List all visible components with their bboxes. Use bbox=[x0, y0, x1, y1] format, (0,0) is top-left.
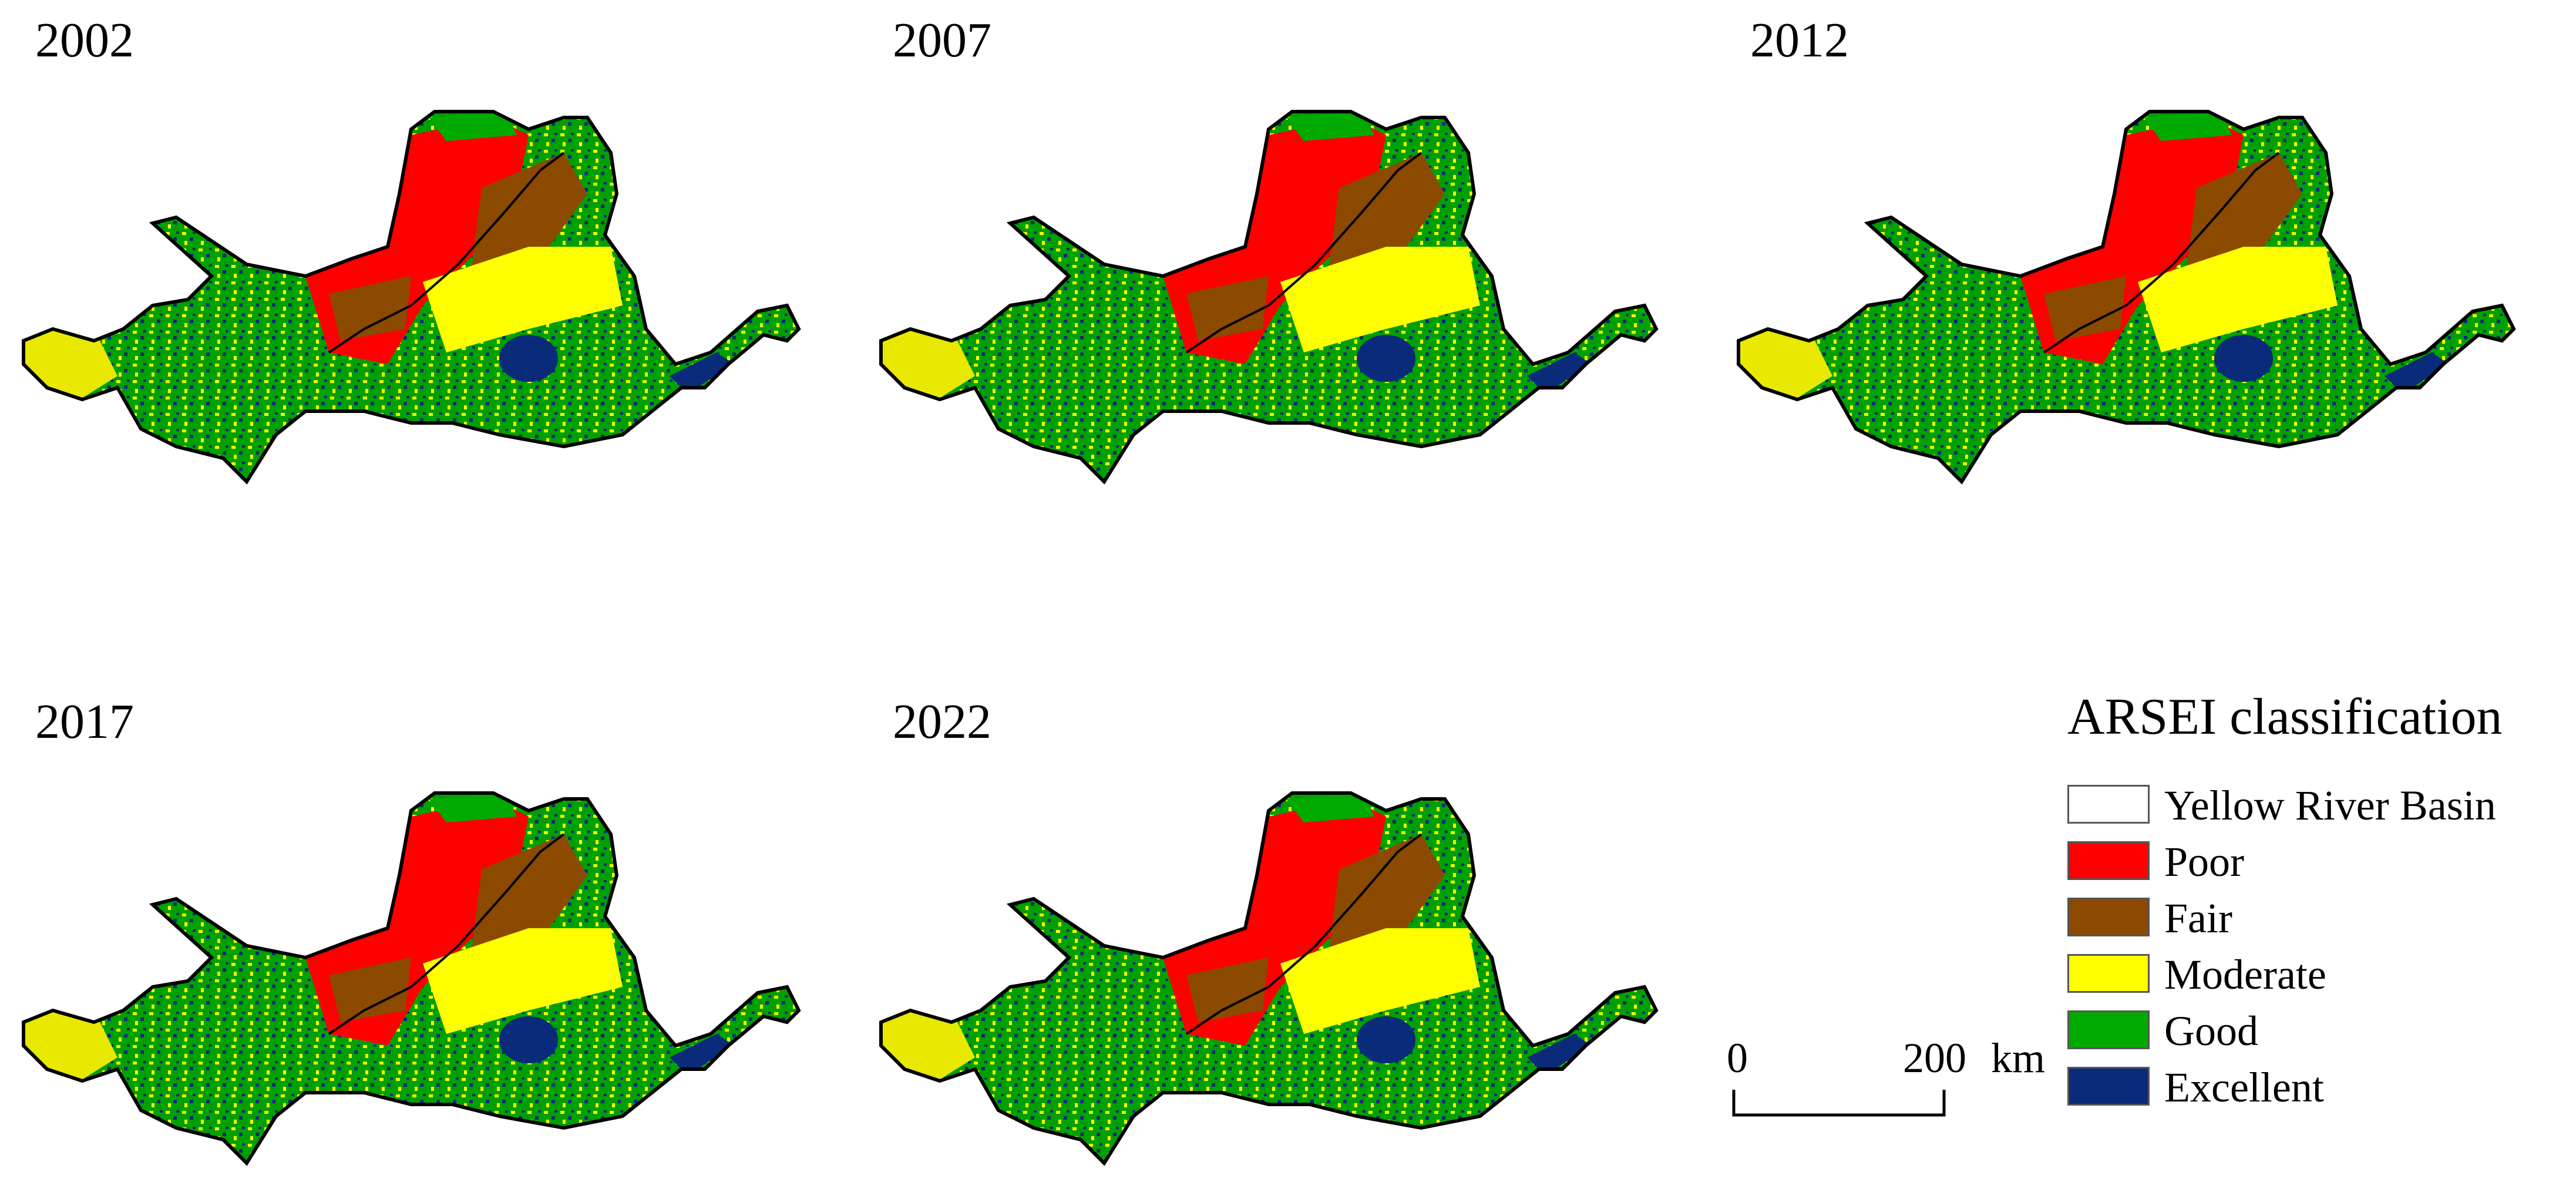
scale-line bbox=[1732, 1090, 1946, 1117]
basin-map bbox=[0, 0, 846, 505]
panel-year-label: 2012 bbox=[1750, 13, 1849, 68]
scale-bar: 0 200 km bbox=[1727, 1022, 2079, 1140]
panel-year-label: 2002 bbox=[35, 13, 134, 68]
legend-label: Good bbox=[2164, 1007, 2258, 1054]
legend: ARSEI classification Yellow River Basin … bbox=[2056, 687, 2572, 1134]
map-panel-2002: 2002 bbox=[0, 0, 846, 505]
legend-label: Fair bbox=[2164, 895, 2232, 942]
map-panel-2007: 2007 bbox=[857, 0, 1703, 505]
basin-map bbox=[0, 681, 846, 1187]
legend-label: Poor bbox=[2164, 838, 2245, 885]
legend-label: Moderate bbox=[2164, 951, 2326, 998]
scale-start-label: 0 bbox=[1727, 1035, 1748, 1082]
basin-map bbox=[1715, 0, 2561, 505]
legend-title: ARSEI classification bbox=[2067, 688, 2503, 745]
panel-year-label: 2017 bbox=[35, 694, 134, 749]
legend-swatch bbox=[2067, 1067, 2150, 1106]
legend-swatch bbox=[2067, 841, 2150, 880]
scale-end-label: 200 bbox=[1903, 1035, 1966, 1082]
map-panel-2012: 2012 bbox=[1715, 0, 2561, 505]
legend-swatch bbox=[2067, 898, 2150, 936]
legend-label: Yellow River Basin bbox=[2164, 782, 2496, 829]
map-panel-2017: 2017 bbox=[0, 681, 846, 1187]
panel-year-label: 2022 bbox=[893, 694, 991, 749]
scale-unit-label: km bbox=[1991, 1035, 2046, 1082]
panel-year-label: 2007 bbox=[893, 13, 991, 68]
legend-swatch bbox=[2067, 954, 2150, 993]
legend-swatch bbox=[2067, 785, 2150, 824]
map-panel-2022: 2022 bbox=[857, 681, 1703, 1187]
basin-map bbox=[857, 681, 1703, 1187]
legend-swatch bbox=[2067, 1010, 2150, 1049]
legend-label: Excellent bbox=[2164, 1064, 2324, 1111]
basin-map bbox=[857, 0, 1703, 505]
